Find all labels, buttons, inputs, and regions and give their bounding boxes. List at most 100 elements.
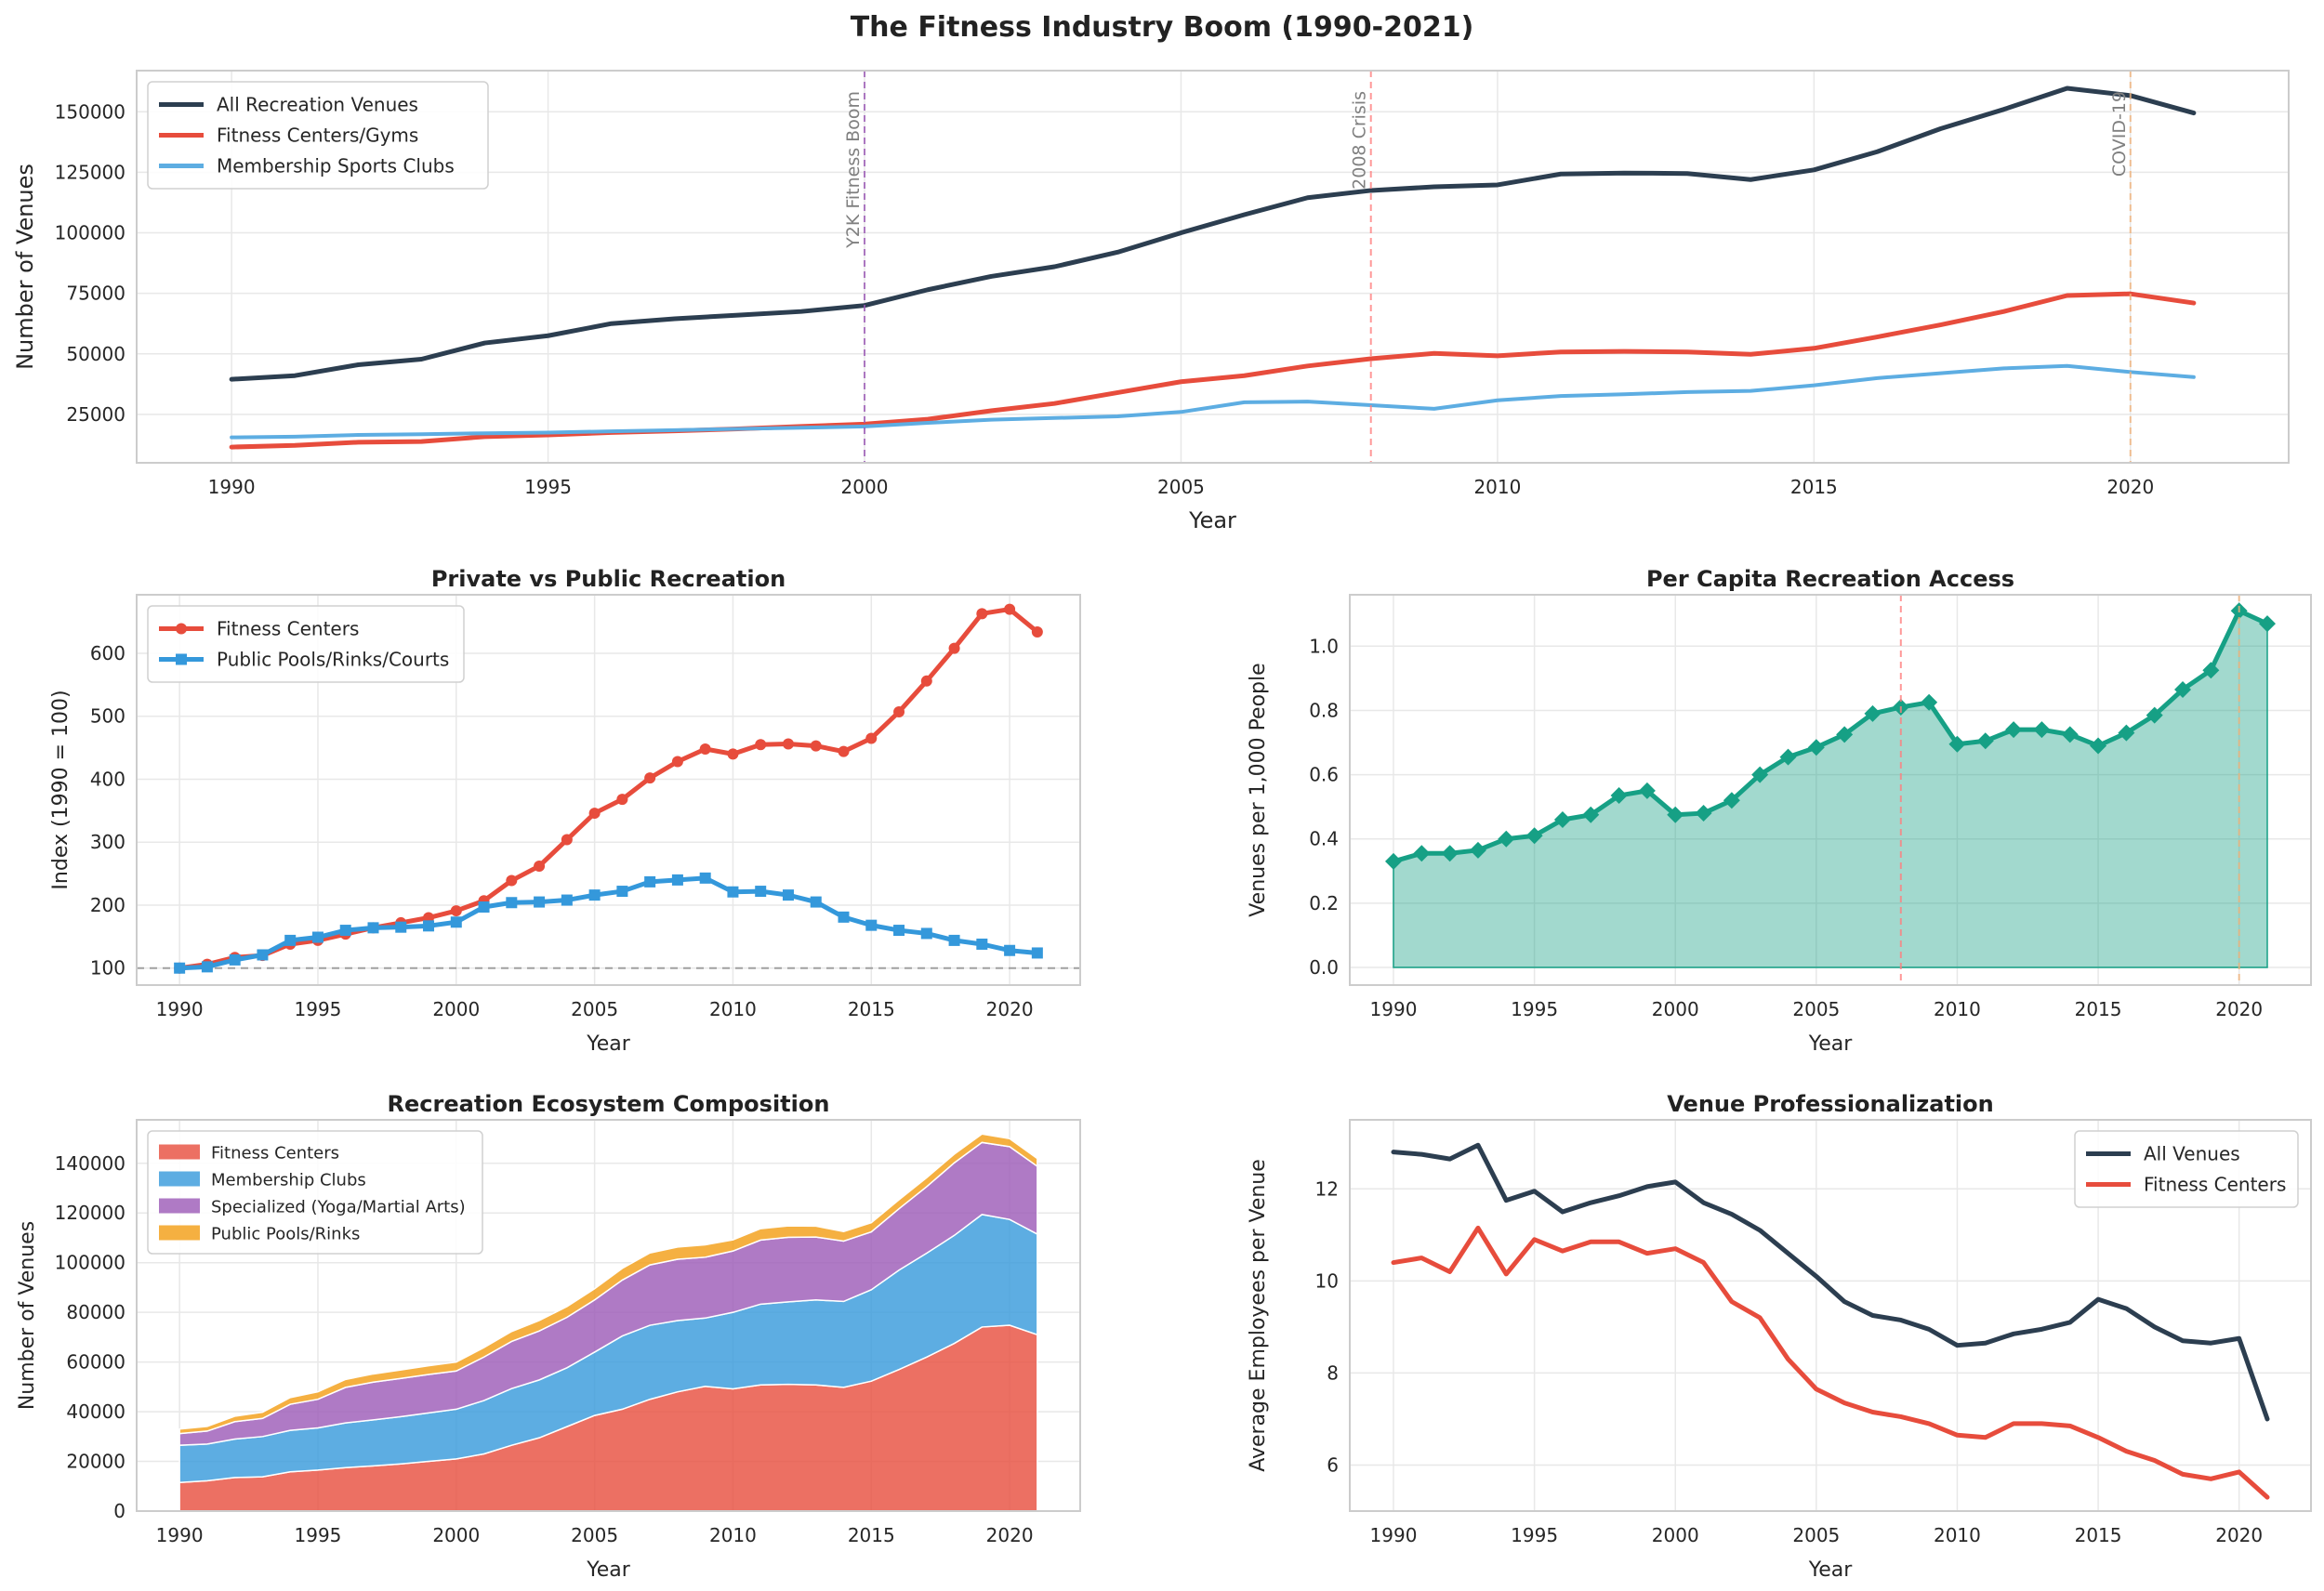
- x-axis-label: Year: [1188, 507, 1236, 533]
- data-point: [616, 886, 628, 898]
- data-point: [506, 874, 518, 887]
- data-point: [810, 896, 822, 908]
- y-axis-label: Average Employees per Venue: [1247, 1159, 1270, 1472]
- y-axis-label: Index (1990 = 100): [49, 690, 73, 889]
- annotation-label: 2008 Crisis: [1350, 91, 1370, 190]
- legend-box: [2074, 1130, 2299, 1208]
- y-tick-label: 6: [1327, 1453, 1339, 1476]
- y-tick-label: 0: [113, 1500, 125, 1522]
- legend-label: Fitness Centers: [217, 618, 359, 640]
- y-tick-label: 0.2: [1309, 892, 1339, 914]
- data-point: [727, 886, 739, 898]
- x-tick-label: 2015: [1790, 476, 1838, 498]
- data-point: [1553, 810, 1571, 828]
- data-point: [311, 931, 324, 943]
- chart-title: Per Capita Recreation Access: [1646, 566, 2014, 592]
- data-point: [755, 739, 767, 751]
- data-point: [2146, 706, 2163, 724]
- legend-label: Public Pools/Rinks: [211, 1225, 360, 1244]
- data-point: [339, 925, 351, 937]
- data-point: [644, 875, 656, 888]
- data-point: [920, 927, 932, 940]
- data-point: [1441, 845, 1459, 862]
- data-point: [1031, 625, 1043, 638]
- x-tick-label: 2020: [2215, 1524, 2263, 1546]
- y-tick-label: 10: [1315, 1269, 1339, 1292]
- legend: Fitness Centers Membership Clubs Specializ…: [147, 1130, 483, 1255]
- chart-ecosystem: 1990 1995 2000 2005 2010 2015 2020 0 20000 40000 6…: [16, 1091, 1081, 1582]
- data-point: [2061, 726, 2079, 743]
- x-tick-label: 2010: [1934, 1524, 1981, 1546]
- x-tick-label: 2020: [2215, 998, 2263, 1020]
- data-point: [284, 934, 297, 946]
- legend-swatch: [159, 1198, 200, 1214]
- data-point: [201, 961, 213, 973]
- data-point: [671, 874, 683, 886]
- y-tick-label: 25000: [66, 403, 125, 426]
- y-tick-label: 1.0: [1309, 635, 1339, 657]
- data-point: [1948, 735, 1966, 753]
- x-tick-label: 2005: [571, 1524, 618, 1546]
- data-point: [2202, 662, 2220, 679]
- data-point: [174, 962, 186, 974]
- data-point: [1385, 852, 1402, 870]
- x-tick-label: 2000: [841, 476, 889, 498]
- y-tick-label: 100000: [55, 1252, 125, 1274]
- axes-frame: [136, 1119, 1081, 1512]
- data-point: [450, 905, 462, 917]
- data-point: [699, 743, 711, 755]
- data-point: [1976, 732, 1994, 750]
- data-point: [588, 808, 601, 820]
- data-point: [2118, 724, 2135, 742]
- series-line-1: [1391, 1225, 2270, 1500]
- x-tick-label: 2015: [848, 998, 895, 1020]
- chart-title: Private vs Public Recreation: [431, 566, 786, 592]
- data-point: [478, 901, 490, 913]
- data-point: [810, 740, 822, 752]
- x-tick-label: 2010: [1934, 998, 1981, 1020]
- y-tick-label: 125000: [55, 161, 125, 183]
- x-tick-label: 2015: [2075, 1524, 2122, 1546]
- chart-private: 1990 1995 2000 2005 2010 2015 2020 100 200 300 400…: [49, 566, 1081, 1056]
- chart-top: Y2K Fitness Boom 2008 Crisis COVID-19 1990 1…: [12, 70, 2290, 533]
- legend-swatch: [159, 1171, 200, 1187]
- x-tick-label: 1995: [295, 998, 342, 1020]
- y-tick-label: 100000: [55, 222, 125, 244]
- series-line-0: [229, 85, 2197, 382]
- x-tick-label: 2010: [709, 1524, 757, 1546]
- data-point: [1469, 841, 1486, 859]
- data-point: [727, 748, 739, 760]
- annotation-label: Y2K Fitness Boom: [843, 91, 864, 249]
- x-tick-label: 1990: [208, 476, 256, 498]
- data-point: [257, 949, 269, 961]
- data-point: [1723, 792, 1740, 809]
- series-line-1: [229, 291, 2197, 450]
- legend: All Recreation Venues Fitness Centers/Gym…: [147, 81, 489, 190]
- y-tick-label: 500: [90, 705, 125, 728]
- data-point: [2005, 721, 2023, 739]
- data-point: [2174, 680, 2192, 698]
- data-point: [948, 934, 960, 946]
- x-tick-label: 1990: [156, 1524, 204, 1546]
- y-tick-label: 20000: [66, 1451, 125, 1473]
- data-point: [920, 675, 932, 687]
- x-tick-label: 2015: [848, 1524, 895, 1546]
- data-point: [1610, 787, 1628, 805]
- x-tick-label: 2020: [2106, 476, 2154, 498]
- y-tick-label: 0.0: [1309, 956, 1339, 979]
- y-tick-label: 100: [90, 957, 125, 980]
- y-axis-label: Venues per 1,000 People: [1247, 663, 1270, 916]
- x-axis-label: Year: [1808, 1558, 1854, 1582]
- data-point: [1667, 806, 1684, 823]
- chart-title: Recreation Ecosystem Composition: [388, 1091, 830, 1117]
- data-point: [838, 911, 850, 923]
- data-point: [838, 745, 850, 757]
- x-tick-label: 1990: [1370, 998, 1418, 1020]
- x-tick-label: 2010: [709, 998, 757, 1020]
- data-point: [865, 919, 878, 931]
- x-axis-label: Year: [586, 1032, 631, 1056]
- y-tick-label: 80000: [66, 1301, 125, 1323]
- data-point: [1004, 603, 1016, 615]
- x-tick-label: 2005: [1792, 998, 1840, 1020]
